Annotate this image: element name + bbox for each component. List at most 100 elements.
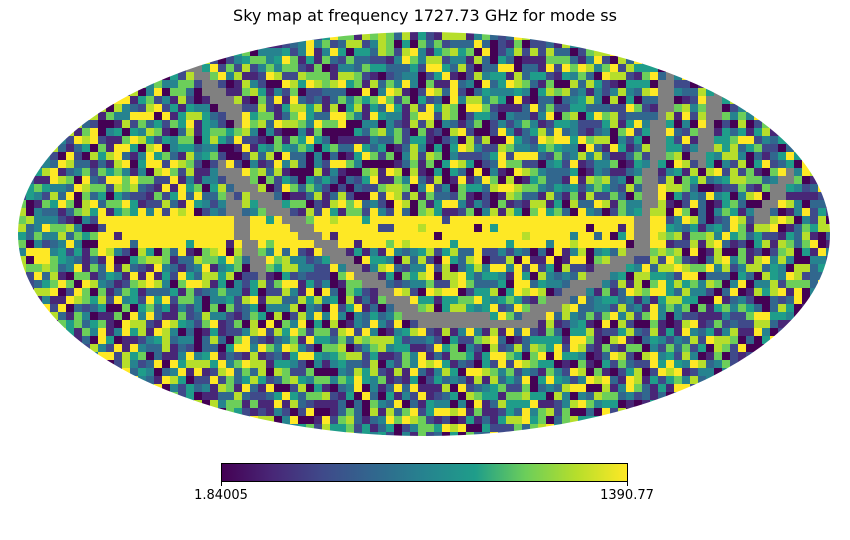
- sky-pixel: [170, 392, 178, 400]
- sky-pixel: [690, 352, 698, 360]
- sky-pixel: [498, 416, 506, 424]
- sky-pixel: [642, 176, 650, 184]
- sky-pixel: [450, 376, 458, 384]
- sky-pixel: [202, 128, 210, 136]
- sky-pixel: [602, 144, 610, 152]
- sky-pixel: [642, 216, 650, 224]
- sky-pixel: [266, 344, 274, 352]
- sky-pixel: [114, 240, 122, 248]
- sky-pixel: [58, 216, 66, 224]
- sky-pixel: [218, 296, 226, 304]
- sky-pixel: [130, 184, 138, 192]
- sky-pixel: [362, 408, 370, 416]
- sky-pixel: [314, 304, 322, 312]
- sky-pixel: [618, 368, 626, 376]
- sky-pixel: [98, 240, 106, 248]
- sky-pixel: [322, 216, 330, 224]
- sky-pixel: [386, 408, 394, 416]
- sky-pixel: [50, 176, 58, 184]
- sky-pixel: [194, 80, 202, 88]
- sky-pixel: [722, 248, 730, 256]
- sky-pixel: [786, 144, 794, 152]
- sky-pixel: [626, 120, 634, 128]
- sky-pixel: [218, 392, 226, 400]
- sky-pixel: [650, 232, 658, 240]
- sky-pixel: [298, 304, 306, 312]
- sky-pixel: [666, 280, 674, 288]
- sky-pixel: [554, 312, 562, 320]
- sky-pixel: [346, 360, 354, 368]
- sky-pixel: [258, 88, 266, 96]
- sky-pixel: [146, 376, 154, 384]
- sky-pixel: [42, 256, 50, 264]
- sky-pixel: [178, 264, 186, 272]
- sky-pixel: [434, 224, 442, 232]
- sky-pixel: [586, 56, 594, 64]
- sky-pixel: [266, 160, 274, 168]
- sky-pixel: [170, 200, 178, 208]
- sky-pixel: [362, 96, 370, 104]
- sky-pixel: [210, 248, 218, 256]
- sky-pixel: [442, 304, 450, 312]
- sky-pixel: [754, 120, 762, 128]
- sky-pixel: [306, 224, 314, 232]
- sky-pixel: [274, 48, 282, 56]
- sky-pixel: [490, 160, 498, 168]
- sky-pixel: [458, 88, 466, 96]
- sky-pixel: [658, 280, 666, 288]
- sky-pixel: [426, 152, 434, 160]
- sky-pixel: [258, 64, 266, 72]
- sky-pixel: [426, 64, 434, 72]
- sky-pixel: [402, 416, 410, 424]
- sky-pixel: [634, 128, 642, 136]
- sky-pixel: [610, 208, 618, 216]
- sky-pixel: [674, 224, 682, 232]
- sky-pixel: [66, 224, 74, 232]
- sky-pixel: [114, 320, 122, 328]
- sky-pixel: [90, 128, 98, 136]
- sky-pixel: [330, 232, 338, 240]
- sky-pixel: [578, 376, 586, 384]
- sky-pixel: [354, 248, 362, 256]
- sky-pixel: [194, 248, 202, 256]
- sky-pixel: [706, 280, 714, 288]
- sky-pixel: [514, 280, 522, 288]
- sky-pixel: [162, 136, 170, 144]
- sky-pixel: [362, 216, 370, 224]
- sky-pixel: [674, 272, 682, 280]
- sky-pixel: [338, 48, 346, 56]
- sky-pixel: [66, 128, 74, 136]
- sky-pixel: [386, 152, 394, 160]
- sky-pixel: [714, 264, 722, 272]
- sky-pixel: [426, 96, 434, 104]
- sky-pixel: [434, 104, 442, 112]
- sky-pixel: [794, 200, 802, 208]
- sky-pixel: [218, 56, 226, 64]
- sky-pixel: [330, 272, 338, 280]
- sky-pixel: [466, 392, 474, 400]
- sky-pixel: [226, 208, 234, 216]
- sky-pixel: [322, 296, 330, 304]
- sky-pixel: [218, 400, 226, 408]
- sky-pixel: [482, 88, 490, 96]
- sky-pixel: [66, 192, 74, 200]
- sky-pixel: [674, 72, 682, 80]
- sky-pixel: [602, 96, 610, 104]
- sky-pixel: [682, 72, 690, 80]
- sky-pixel: [122, 360, 130, 368]
- sky-pixel: [610, 56, 618, 64]
- sky-pixel: [466, 56, 474, 64]
- sky-pixel: [434, 280, 442, 288]
- sky-pixel: [50, 272, 58, 280]
- sky-pixel: [514, 136, 522, 144]
- sky-pixel: [442, 272, 450, 280]
- sky-pixel: [450, 328, 458, 336]
- sky-pixel: [378, 208, 386, 216]
- sky-pixel: [130, 272, 138, 280]
- sky-pixel: [634, 392, 642, 400]
- sky-pixel: [186, 80, 194, 88]
- sky-pixel: [586, 176, 594, 184]
- sky-pixel: [722, 272, 730, 280]
- sky-pixel: [42, 200, 50, 208]
- sky-pixel: [410, 264, 418, 272]
